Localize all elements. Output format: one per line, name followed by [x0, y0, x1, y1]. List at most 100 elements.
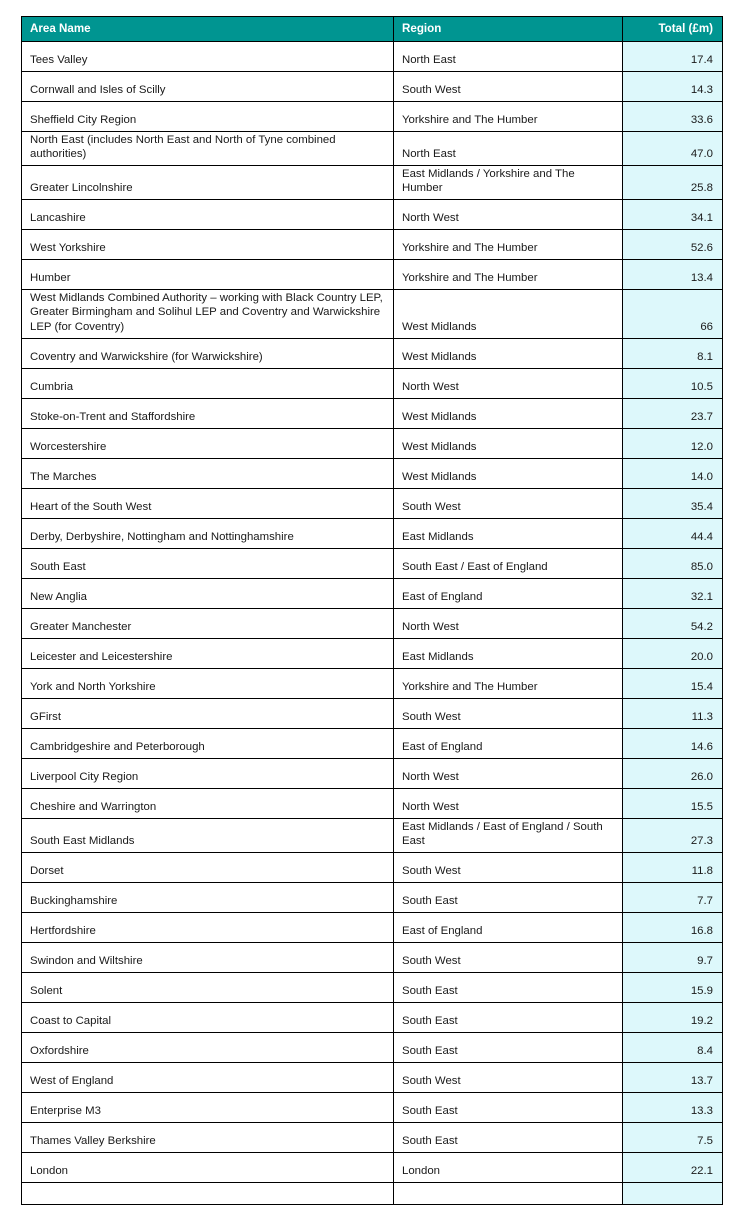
table-row[interactable]	[21, 1181, 723, 1205]
table-row[interactable]: Worcestershire West Midlands 12.0	[21, 427, 723, 459]
cell-total: 11.8	[622, 851, 723, 883]
cell-area-name: Heart of the South West	[21, 487, 394, 519]
cell-region: North West	[393, 607, 623, 639]
table-row[interactable]: Coventry and Warwickshire (for Warwicksh…	[21, 337, 723, 369]
table-row[interactable]: Greater Lincolnshire East Midlands / York…	[21, 165, 723, 201]
cell-area-name: Humber	[21, 259, 394, 291]
cell-region: West Midlands	[393, 397, 623, 429]
cell-total: 26.0	[622, 757, 723, 789]
cell-region: East of England	[393, 911, 623, 943]
cell-total: 27.3	[622, 817, 723, 853]
cell-area-name: Coast to Capital	[21, 1001, 394, 1033]
cell-area-name: York and North Yorkshire	[21, 667, 394, 699]
cell-total: 8.4	[622, 1031, 723, 1063]
table-row[interactable]: Lancashire North West 34.1	[21, 199, 723, 231]
cell-total: 25.8	[622, 165, 723, 201]
cell-region: North West	[393, 199, 623, 231]
cell-area-name: Solent	[21, 971, 394, 1003]
table-row[interactable]: Cheshire and Warrington North West 15.5	[21, 787, 723, 819]
table-row[interactable]: Coast to Capital South East 19.2	[21, 1001, 723, 1033]
cell-area-name: Buckinghamshire	[21, 881, 394, 913]
cell-region: South West	[393, 941, 623, 973]
table-row[interactable]: Buckinghamshire South East 7.7	[21, 881, 723, 913]
table-row[interactable]: South East Midlands East Midlands / East …	[21, 817, 723, 853]
cell-region: East Midlands / Yorkshire and The Humber	[393, 165, 623, 201]
cell-region: South East	[393, 881, 623, 913]
table-row[interactable]: Heart of the South West South West 35.4	[21, 487, 723, 519]
cell-region: East of England	[393, 577, 623, 609]
table-row[interactable]: Solent South East 15.9	[21, 971, 723, 1003]
cell-area-name: Sheffield City Region	[21, 101, 394, 132]
cell-area-name: Liverpool City Region	[21, 757, 394, 789]
table-row[interactable]: Leicester and Leicestershire East Midland…	[21, 637, 723, 669]
cell-area-name: Leicester and Leicestershire	[21, 637, 394, 669]
cell-area-name: Cheshire and Warrington	[21, 787, 394, 819]
cell-area-name: Cornwall and Isles of Scilly	[21, 71, 394, 102]
cell-region: East Midlands	[393, 637, 623, 669]
table-row[interactable]: New Anglia East of England 32.1	[21, 577, 723, 609]
cell-area-name: Enterprise M3	[21, 1091, 394, 1123]
table-row[interactable]: Liverpool City Region North West 26.0	[21, 757, 723, 789]
column-header-area-name[interactable]: Area Name	[21, 16, 394, 42]
column-header-total[interactable]: Total (£m)	[622, 16, 723, 42]
cell-total: 16.8	[622, 911, 723, 943]
cell-region: South East	[393, 1091, 623, 1123]
cell-total: 66	[622, 289, 723, 339]
cell-area-name: Worcestershire	[21, 427, 394, 459]
table-row[interactable]: North East (includes North East and Nort…	[21, 130, 723, 167]
table-row[interactable]: Enterprise M3 South East 13.3	[21, 1091, 723, 1123]
cell-area-name: Thames Valley Berkshire	[21, 1121, 394, 1153]
column-header-region[interactable]: Region	[393, 16, 623, 42]
table-row[interactable]: Swindon and Wiltshire South West 9.7	[21, 941, 723, 973]
table-row[interactable]: West Midlands Combined Authority – worki…	[21, 289, 723, 339]
table-row[interactable]: Greater Manchester North West 54.2	[21, 607, 723, 639]
cell-total: 13.4	[622, 259, 723, 291]
cell-region: West Midlands	[393, 337, 623, 369]
cell-area-name: New Anglia	[21, 577, 394, 609]
cell-region: South East	[393, 1031, 623, 1063]
cell-total: 52.6	[622, 229, 723, 261]
cell-area-name: West Yorkshire	[21, 229, 394, 261]
cell-area-name: Stoke-on-Trent and Staffordshire	[21, 397, 394, 429]
table-row[interactable]: York and North Yorkshire Yorkshire and Th…	[21, 667, 723, 699]
table-row[interactable]: Stoke-on-Trent and Staffordshire West Mid…	[21, 397, 723, 429]
cell-total: 14.6	[622, 727, 723, 759]
table-row[interactable]: Hertfordshire East of England 16.8	[21, 911, 723, 943]
table-row[interactable]: Sheffield City Region Yorkshire and The H…	[21, 101, 723, 132]
table-row[interactable]: Tees Valley North East 17.4	[21, 41, 723, 72]
table-row[interactable]: The Marches West Midlands 14.0	[21, 457, 723, 489]
cell-area-name	[21, 1181, 394, 1205]
table-row[interactable]: Cumbria North West 10.5	[21, 367, 723, 399]
cell-area-name: Cumbria	[21, 367, 394, 399]
table-row[interactable]: West of England South West 13.7	[21, 1061, 723, 1093]
cell-total: 13.7	[622, 1061, 723, 1093]
cell-area-name: Dorset	[21, 851, 394, 883]
cell-region: North West	[393, 787, 623, 819]
cell-region: South East / East of England	[393, 547, 623, 579]
cell-area-name: The Marches	[21, 457, 394, 489]
cell-region: Yorkshire and The Humber	[393, 259, 623, 291]
table-row[interactable]: West Yorkshire Yorkshire and The Humber 52…	[21, 229, 723, 261]
cell-total: 15.9	[622, 971, 723, 1003]
cell-region: Yorkshire and The Humber	[393, 101, 623, 132]
cell-area-name: South East	[21, 547, 394, 579]
table-row[interactable]: Derby, Derbyshire, Nottingham and Nottin…	[21, 517, 723, 549]
table-row[interactable]: London London 22.1	[21, 1151, 723, 1183]
table-row[interactable]: Thames Valley Berkshire South East 7.5	[21, 1121, 723, 1153]
cell-region: West Midlands	[393, 427, 623, 459]
table-row[interactable]: Dorset South West 11.8	[21, 851, 723, 883]
table-row[interactable]: Humber Yorkshire and The Humber 13.4	[21, 259, 723, 291]
table-row[interactable]: Cambridgeshire and Peterborough East of E…	[21, 727, 723, 759]
cell-total: 15.4	[622, 667, 723, 699]
table-row[interactable]: GFirst South West 11.3	[21, 697, 723, 729]
cell-total: 44.4	[622, 517, 723, 549]
table-row[interactable]: Cornwall and Isles of Scilly South West 14…	[21, 71, 723, 102]
cell-total: 12.0	[622, 427, 723, 459]
cell-region: North East	[393, 41, 623, 72]
cell-total: 22.1	[622, 1151, 723, 1183]
table-row[interactable]: South East South East / East of England 85…	[21, 547, 723, 579]
cell-total: 14.3	[622, 71, 723, 102]
cell-total: 8.1	[622, 337, 723, 369]
table-row[interactable]: Oxfordshire South East 8.4	[21, 1031, 723, 1063]
cell-area-name: South East Midlands	[21, 817, 394, 853]
